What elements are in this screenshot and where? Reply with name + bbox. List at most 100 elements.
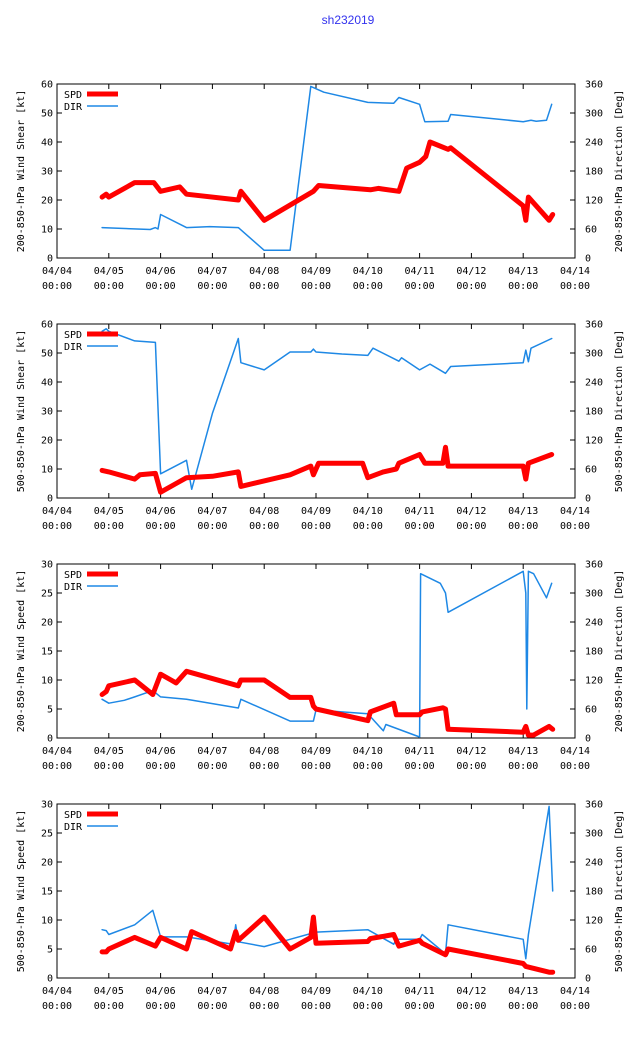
y2-tick-label: 300 <box>585 829 603 840</box>
x-tick-time: 00:00 <box>353 761 383 772</box>
y2-tick-label: 240 <box>585 378 603 389</box>
y-tick-label: 20 <box>41 858 53 869</box>
series-line-dir <box>101 328 553 491</box>
x-tick-date: 04/07 <box>197 746 227 757</box>
y2-tick-label: 300 <box>585 589 603 600</box>
x-tick-date: 04/12 <box>456 506 486 517</box>
x-tick-time: 00:00 <box>42 521 72 532</box>
y2-tick-label: 180 <box>585 167 603 178</box>
chart-panel-3: 05101520253006012018024030036004/0400:00… <box>16 560 625 773</box>
x-tick-date: 04/14 <box>560 986 590 997</box>
y2-tick-label: 120 <box>585 676 603 687</box>
x-tick-time: 00:00 <box>353 521 383 532</box>
x-tick-date: 04/11 <box>405 986 435 997</box>
x-tick-date: 04/09 <box>301 266 331 277</box>
y2-tick-label: 300 <box>585 109 603 120</box>
x-tick-date: 04/04 <box>42 746 72 757</box>
x-tick-time: 00:00 <box>456 281 486 292</box>
legend-label-spd: SPD <box>64 90 82 101</box>
series-line-dir <box>101 805 554 960</box>
y2-tick-label: 0 <box>585 734 591 745</box>
x-tick-date: 04/08 <box>249 986 279 997</box>
y-axis-label: 500-850-hPa Wind Shear [kt] <box>16 330 27 493</box>
y-tick-label: 10 <box>41 676 53 687</box>
y2-tick-label: 240 <box>585 858 603 869</box>
x-tick-time: 00:00 <box>301 1001 331 1012</box>
x-tick-time: 00:00 <box>249 1001 279 1012</box>
x-tick-date: 04/08 <box>249 746 279 757</box>
x-tick-date: 04/06 <box>146 746 176 757</box>
x-tick-date: 04/09 <box>301 746 331 757</box>
y2-tick-label: 360 <box>585 320 603 331</box>
x-tick-date: 04/14 <box>560 746 590 757</box>
y2-axis-label: 500-850-hPa Direction [Deg] <box>614 810 625 973</box>
x-tick-date: 04/12 <box>456 746 486 757</box>
y2-tick-label: 240 <box>585 138 603 149</box>
x-tick-time: 00:00 <box>508 1001 538 1012</box>
x-tick-date: 04/08 <box>249 266 279 277</box>
x-tick-time: 00:00 <box>508 281 538 292</box>
x-tick-time: 00:00 <box>301 281 331 292</box>
x-tick-date: 04/07 <box>197 506 227 517</box>
y2-tick-label: 300 <box>585 349 603 360</box>
y-tick-label: 25 <box>41 589 53 600</box>
x-tick-date: 04/04 <box>42 986 72 997</box>
y-axis-label: 200-850-hPa Wind Shear [kt] <box>16 90 27 253</box>
y2-tick-label: 60 <box>585 225 597 236</box>
y2-tick-label: 180 <box>585 887 603 898</box>
x-tick-date: 04/10 <box>353 506 383 517</box>
y2-axis-label: 200-850-hPa Direction [Deg] <box>614 90 625 253</box>
series-line-spd <box>99 444 555 495</box>
y-tick-label: 25 <box>41 829 53 840</box>
x-tick-date: 04/14 <box>560 506 590 517</box>
x-tick-time: 00:00 <box>560 521 590 532</box>
y-tick-label: 15 <box>41 887 53 898</box>
x-tick-date: 04/05 <box>94 746 124 757</box>
x-tick-time: 00:00 <box>249 521 279 532</box>
x-tick-time: 00:00 <box>405 521 435 532</box>
y-tick-label: 0 <box>47 254 53 265</box>
y2-tick-label: 180 <box>585 647 603 658</box>
x-tick-time: 00:00 <box>560 281 590 292</box>
y-tick-label: 5 <box>47 945 53 956</box>
x-tick-time: 00:00 <box>249 281 279 292</box>
x-tick-date: 04/13 <box>508 746 538 757</box>
y-tick-label: 20 <box>41 196 53 207</box>
x-tick-date: 04/14 <box>560 266 590 277</box>
x-tick-date: 04/06 <box>146 266 176 277</box>
x-tick-time: 00:00 <box>146 761 176 772</box>
legend-label-spd: SPD <box>64 570 82 581</box>
y2-tick-label: 240 <box>585 618 603 629</box>
x-tick-date: 04/10 <box>353 986 383 997</box>
x-tick-time: 00:00 <box>405 1001 435 1012</box>
x-tick-time: 00:00 <box>508 521 538 532</box>
y2-tick-label: 360 <box>585 560 603 571</box>
legend-label-dir: DIR <box>64 102 83 113</box>
y2-axis-label: 200-850-hPa Direction [Deg] <box>614 570 625 733</box>
x-tick-date: 04/05 <box>94 506 124 517</box>
x-tick-date: 04/04 <box>42 506 72 517</box>
x-tick-date: 04/08 <box>249 506 279 517</box>
x-tick-time: 00:00 <box>197 281 227 292</box>
y-tick-label: 60 <box>41 320 53 331</box>
y2-tick-label: 0 <box>585 974 591 985</box>
x-tick-time: 00:00 <box>42 1001 72 1012</box>
plot-frame <box>56 803 576 979</box>
x-tick-time: 00:00 <box>456 1001 486 1012</box>
x-tick-time: 00:00 <box>197 521 227 532</box>
x-tick-time: 00:00 <box>146 521 176 532</box>
y2-tick-label: 0 <box>585 254 591 265</box>
x-tick-date: 04/06 <box>146 506 176 517</box>
x-tick-date: 04/11 <box>405 746 435 757</box>
y-tick-label: 20 <box>41 618 53 629</box>
x-tick-time: 00:00 <box>197 761 227 772</box>
x-tick-date: 04/04 <box>42 266 72 277</box>
y-tick-label: 10 <box>41 225 53 236</box>
y-tick-label: 0 <box>47 974 53 985</box>
x-tick-date: 04/07 <box>197 266 227 277</box>
y2-tick-label: 60 <box>585 705 597 716</box>
y-tick-label: 15 <box>41 647 53 658</box>
x-tick-date: 04/13 <box>508 506 538 517</box>
y2-tick-label: 120 <box>585 196 603 207</box>
